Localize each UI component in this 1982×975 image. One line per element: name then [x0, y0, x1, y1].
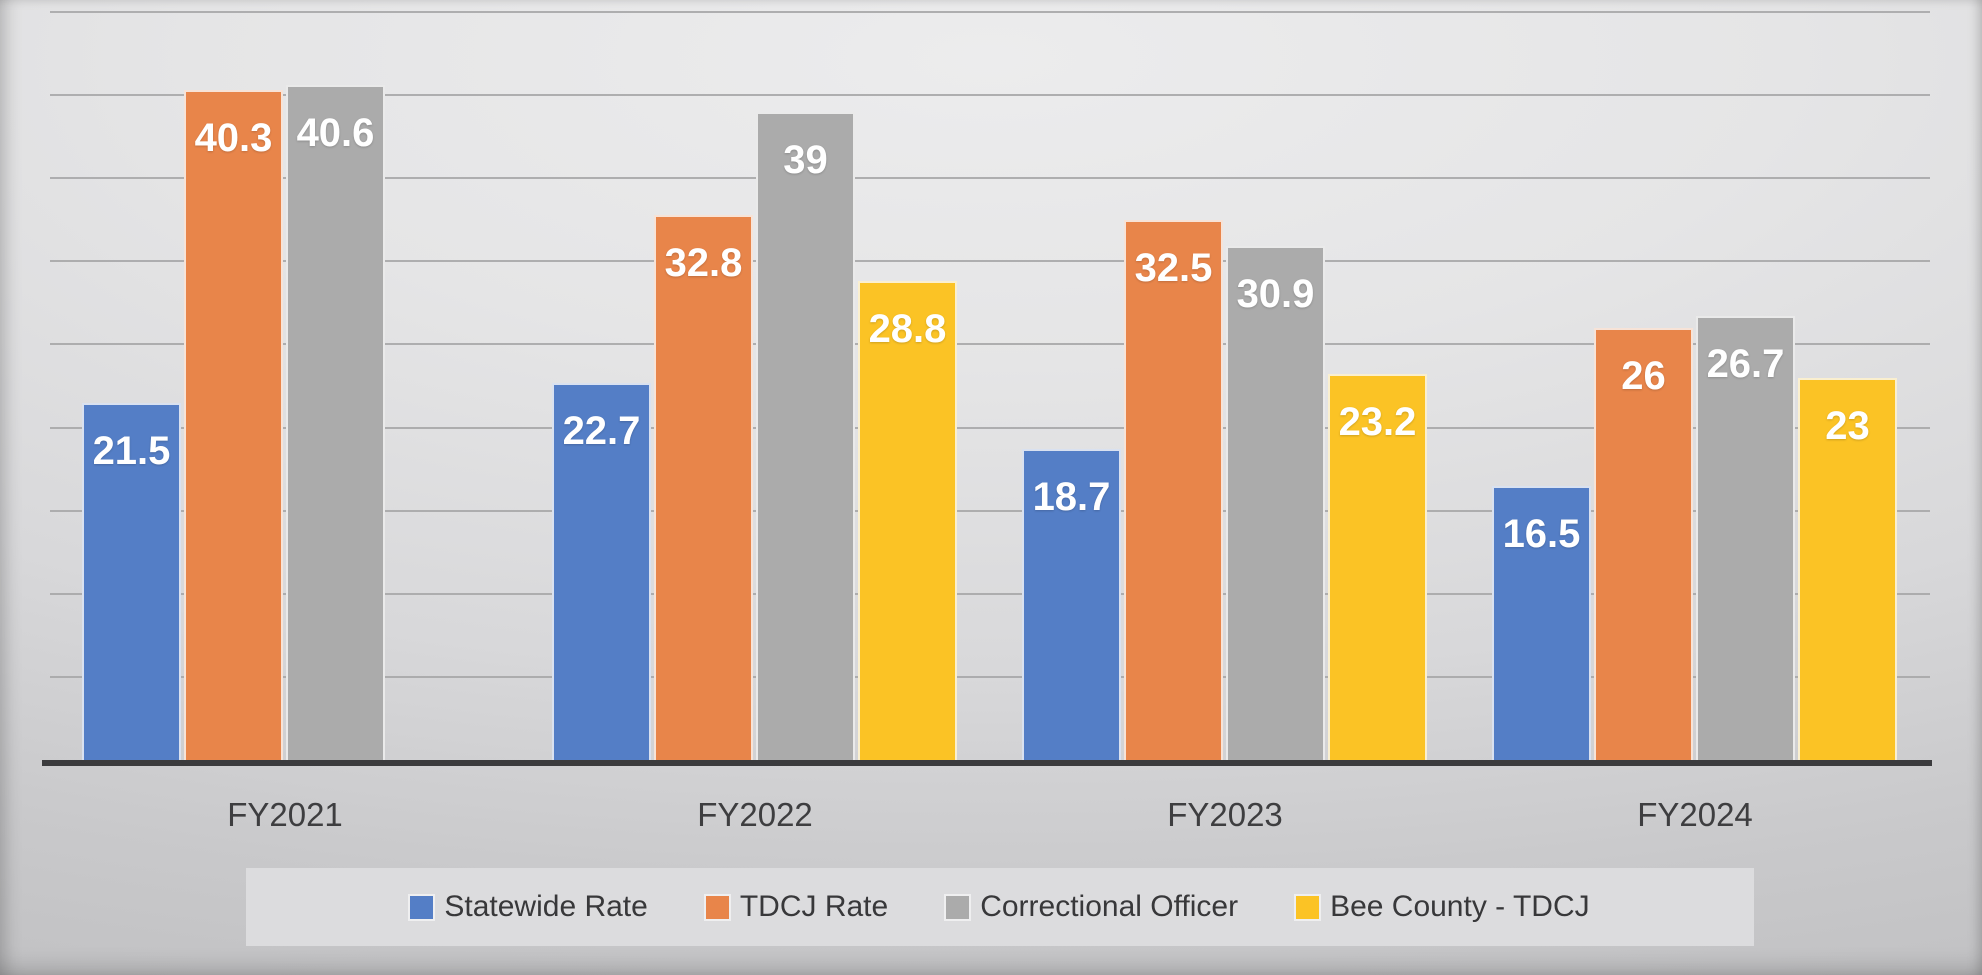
x-axis-line	[42, 760, 1932, 766]
bar-value-label: 21.5	[92, 428, 171, 473]
legend-swatch-tdcj-rate	[705, 895, 729, 919]
bar-value-label: 30.9	[1236, 272, 1315, 317]
legend-item-bee-county-tdcj: Bee County - TDCJ	[1296, 890, 1590, 924]
legend-label-statewide-rate: Statewide Rate	[444, 890, 648, 923]
gridline	[50, 11, 1930, 13]
bar-group-fy2024: 16.5 26 26.7 23	[1492, 316, 1898, 760]
gridline	[50, 675, 1930, 678]
bar-tdcj-rate-fy2023: 32.5	[1124, 219, 1223, 760]
legend-swatch-correctional-officer	[946, 895, 970, 919]
bar-value-label: 16.5	[1502, 511, 1581, 556]
gridline	[50, 426, 1930, 429]
bar-value-label: 40.6	[296, 111, 375, 156]
x-axis-label-fy2022: FY2022	[697, 796, 813, 833]
legend-label-tdcj-rate: TDCJ Rate	[739, 890, 889, 923]
gridline	[50, 343, 1930, 346]
legend-item-correctional-officer: Correctional Officer	[946, 890, 1238, 924]
bar-bee-county-tdcj-fy2022: 28.8	[858, 281, 957, 760]
bar-value-label: 26	[1621, 353, 1666, 398]
legend-label-bee-county-tdcj: Bee County - TDCJ	[1330, 890, 1590, 923]
bar-bee-county-tdcj-fy2023: 23.2	[1328, 374, 1427, 760]
x-axis-labels: FY2021 FY2022 FY2023 FY2024	[50, 796, 1930, 834]
bar-groups: 21.5 40.3 40.6 22.7 32.8 39 28.8 18.7 32.5 30.9 23…	[50, 0, 1930, 760]
legend-item-statewide-rate: Statewide Rate	[410, 890, 648, 924]
bar-value-label: 23	[1825, 403, 1870, 448]
plot-area: 21.5 40.3 40.6 22.7 32.8 39 28.8 18.7 32.5 30.9 23…	[42, 0, 1932, 766]
gridline	[50, 509, 1930, 512]
bar-group-fy2023: 18.7 32.5 30.9 23.2	[1022, 219, 1428, 760]
gridline	[50, 592, 1930, 595]
legend-swatch-bee-county-tdcj	[1296, 895, 1320, 919]
gridline	[50, 177, 1930, 180]
bar-value-label: 28.8	[868, 307, 947, 352]
bar-correctional-officer-fy2024: 26.7	[1696, 316, 1795, 760]
bar-statewide-rate-fy2023: 18.7	[1022, 449, 1121, 760]
bar-group-fy2021: 21.5 40.3 40.6	[82, 85, 488, 760]
bar-statewide-rate-fy2022: 22.7	[552, 382, 651, 760]
bar-value-label: 26.7	[1706, 342, 1785, 387]
bar-bee-county-tdcj-fy2024: 23	[1798, 377, 1897, 760]
bar-value-label: 18.7	[1032, 475, 1111, 520]
bar-value-label: 39	[783, 137, 828, 182]
x-axis-label-fy2024: FY2024	[1637, 796, 1753, 833]
bar-tdcj-rate-fy2021: 40.3	[184, 90, 283, 760]
bar-correctional-officer-fy2022: 39	[756, 111, 855, 760]
bar-value-label: 22.7	[562, 408, 641, 453]
gridline	[50, 260, 1930, 263]
x-axis-label-fy2021: FY2021	[227, 796, 343, 833]
bar-value-label: 40.3	[194, 116, 273, 161]
bar-value-label: 32.5	[1134, 245, 1213, 290]
bar-tdcj-rate-fy2022: 32.8	[654, 214, 753, 760]
bar-correctional-officer-fy2021: 40.6	[286, 85, 385, 760]
bar-statewide-rate-fy2021: 21.5	[82, 402, 181, 760]
legend-label-correctional-officer: Correctional Officer	[980, 890, 1239, 923]
bar-value-label: 23.2	[1338, 400, 1417, 445]
bar-value-label: 32.8	[664, 240, 743, 285]
bar-group-fy2022: 22.7 32.8 39 28.8	[552, 111, 958, 760]
gridline	[50, 94, 1930, 97]
bar-correctional-officer-fy2023: 30.9	[1226, 246, 1325, 760]
bar-tdcj-rate-fy2024: 26	[1594, 327, 1693, 760]
bar-statewide-rate-fy2024: 16.5	[1492, 485, 1591, 760]
x-axis-label-fy2023: FY2023	[1167, 796, 1283, 833]
legend-swatch-statewide-rate	[410, 895, 434, 919]
legend-item-tdcj-rate: TDCJ Rate	[705, 890, 889, 924]
legend: Statewide Rate TDCJ Rate Correctional Offi…	[246, 868, 1754, 946]
